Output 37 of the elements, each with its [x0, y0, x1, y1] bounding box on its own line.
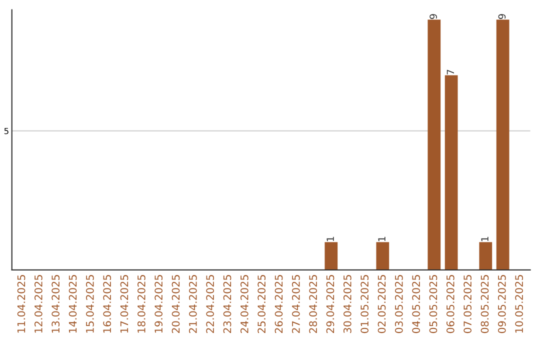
y-tick-label: 5 — [4, 128, 8, 134]
x-tick-label: 12.04.2025 — [34, 275, 42, 333]
x-tick-label: 10.05.2025 — [515, 275, 524, 333]
x-tick-label: 19.04.2025 — [154, 275, 163, 333]
x-tick-label: 21.04.2025 — [188, 275, 197, 334]
x-tick-label: 14.04.2025 — [68, 275, 77, 333]
x-tick-label: 01.05.2025 — [360, 275, 369, 334]
x-tick-label: 30.04.2025 — [343, 275, 352, 333]
x-tick-label: 24.04.2025 — [240, 275, 248, 334]
x-tick-label: 29.04.2025 — [326, 275, 334, 334]
x-tick-label: 05.05.2025 — [429, 275, 438, 334]
x-tick-label: 18.04.2025 — [137, 275, 146, 333]
x-tick-label: 28.04.2025 — [309, 275, 318, 334]
x-tick-label: 06.05.2025 — [446, 275, 454, 334]
x-tick-label: 25.04.2025 — [258, 275, 266, 334]
data-label: 1 — [481, 236, 488, 242]
x-tick-label: 07.05.2025 — [464, 275, 472, 334]
x-tick-label: 26.04.2025 — [274, 275, 283, 334]
x-tick-label: 02.05.2025 — [378, 275, 386, 334]
x-tick-label: 11.04.2025 — [17, 275, 26, 333]
x-tick-label: 17.04.2025 — [120, 275, 128, 333]
data-label: 1 — [326, 236, 334, 242]
x-tick-label: 27.04.2025 — [292, 275, 300, 334]
x-tick-label: 03.05.2025 — [394, 275, 403, 334]
x-tick-label: 13.04.2025 — [52, 275, 60, 333]
x-tick-label: 22.04.2025 — [206, 275, 214, 334]
data-label: 9 — [430, 14, 437, 19]
data-label: 7 — [446, 70, 454, 74]
data-label: 9 — [498, 14, 506, 19]
data-label: 1 — [378, 236, 386, 242]
x-tick-label: 09.05.2025 — [498, 275, 506, 334]
x-tick-label: 20.04.2025 — [172, 275, 180, 334]
x-tick-label: 15.04.2025 — [86, 275, 94, 333]
x-tick-label: 04.05.2025 — [412, 275, 420, 334]
x-tick-label: 08.05.2025 — [480, 275, 489, 334]
x-tick-label: 23.04.2025 — [223, 275, 232, 334]
x-tick-label: 16.04.2025 — [103, 275, 112, 333]
